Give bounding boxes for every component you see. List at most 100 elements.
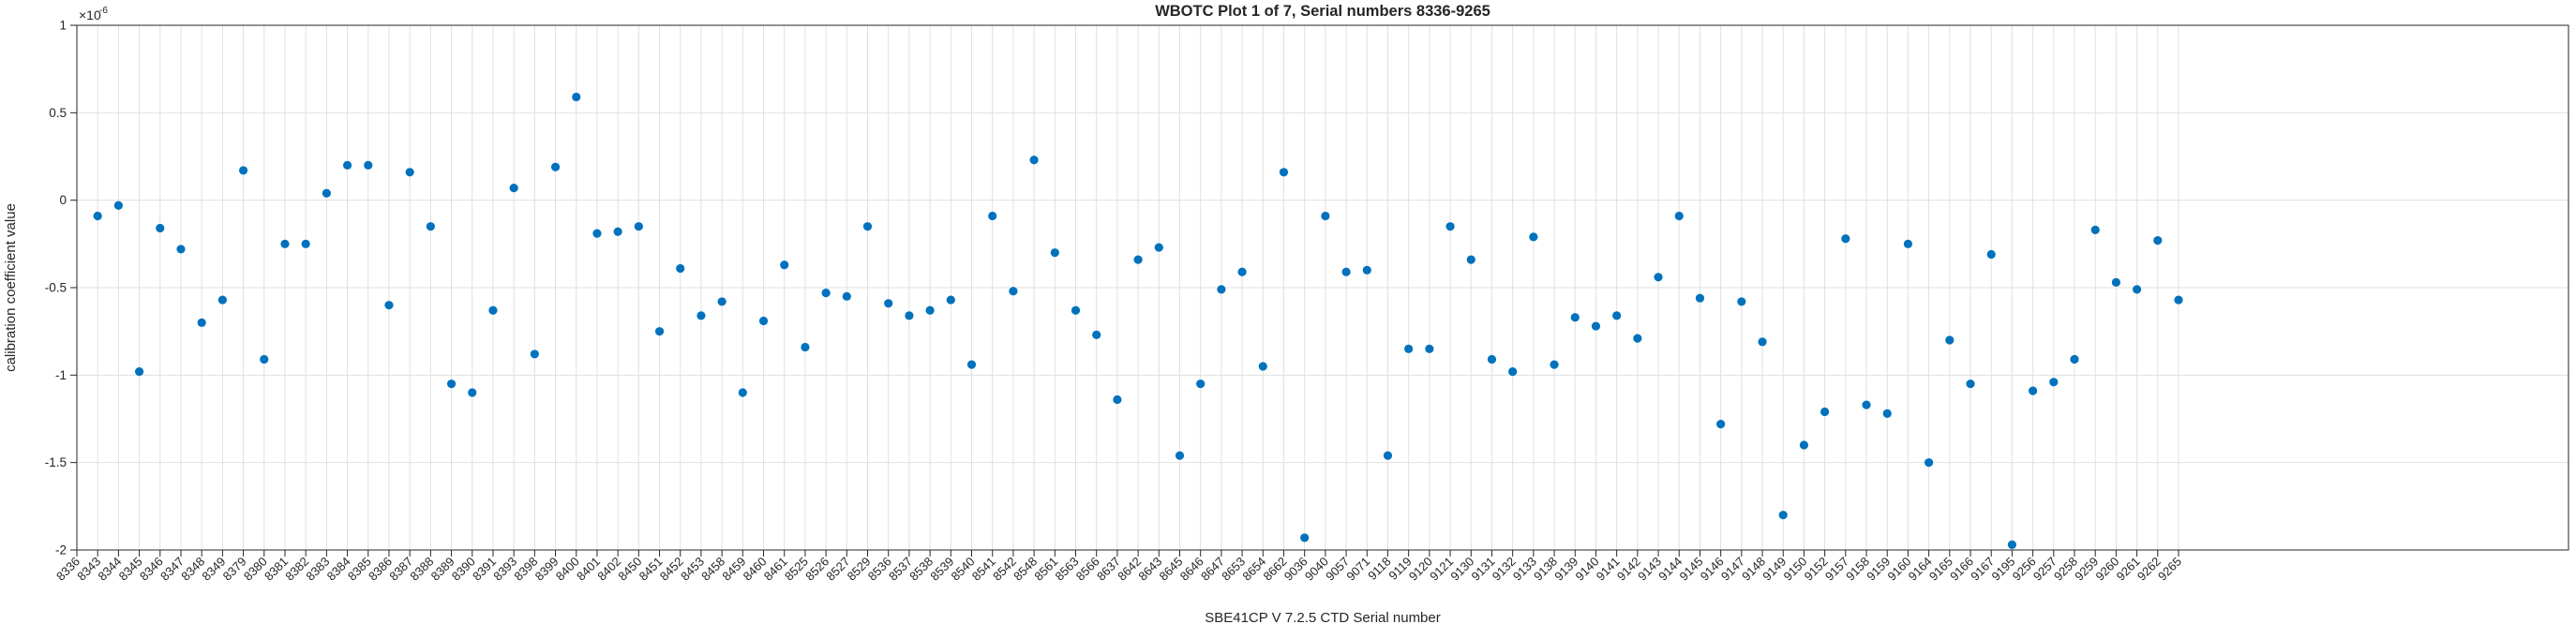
- y-tick-label: -1: [55, 368, 67, 382]
- data-point: [1654, 273, 1663, 282]
- data-point: [1321, 211, 1330, 221]
- data-point: [1425, 344, 1434, 353]
- data-point: [1986, 249, 1996, 260]
- data-point: [550, 162, 561, 171]
- data-point: [1945, 335, 1954, 345]
- tick-marks: [70, 24, 2179, 557]
- y-exponent-base: ×10: [79, 7, 101, 22]
- data-point: [1862, 400, 1871, 409]
- data-point: [238, 166, 248, 175]
- data-point: [1050, 248, 1059, 258]
- data-point: [884, 299, 893, 308]
- data-point: [1487, 354, 1497, 364]
- data-point: [1362, 265, 1371, 275]
- data-point: [1133, 255, 1143, 264]
- data-point: [1154, 243, 1163, 252]
- data-point: [1903, 239, 1913, 248]
- data-point: [1445, 222, 1455, 231]
- y-tick-label: -1.5: [45, 455, 67, 469]
- data-point: [801, 342, 810, 352]
- data-point: [1529, 232, 1538, 242]
- data-point: [925, 305, 935, 315]
- data-point: [426, 222, 435, 231]
- data-point: [1674, 211, 1684, 221]
- data-point: [717, 297, 726, 306]
- data-point: [1716, 420, 1726, 429]
- data-point: [1841, 234, 1850, 244]
- data-point: [488, 305, 498, 315]
- data-point: [1300, 533, 1310, 542]
- data-point: [676, 263, 685, 274]
- data-point: [364, 160, 373, 170]
- y-tick-label: 0.5: [49, 106, 67, 120]
- data-point: [738, 388, 747, 397]
- data-point: [260, 354, 269, 364]
- data-point: [1778, 511, 1788, 520]
- data-point: [530, 349, 539, 359]
- data-point: [156, 223, 165, 233]
- data-point: [405, 168, 414, 177]
- data-point: [613, 227, 622, 236]
- data-point: [2070, 354, 2079, 364]
- data-point: [134, 367, 144, 377]
- data-point: [1925, 458, 1934, 468]
- data-point: [1820, 407, 1830, 417]
- data-point: [1758, 337, 1767, 347]
- data-point: [1633, 334, 1642, 343]
- chart-title: WBOTC Plot 1 of 7, Serial numbers 8336-9…: [1155, 3, 1490, 20]
- data-point: [1404, 344, 1414, 353]
- data-point: [2007, 540, 2017, 550]
- data-point: [1341, 267, 1351, 276]
- y-axis-label: calibration coefficient value: [3, 203, 19, 372]
- gridlines: [76, 24, 2569, 551]
- data-point: [468, 388, 477, 397]
- data-point: [197, 318, 206, 327]
- data-point: [966, 360, 977, 369]
- data-point: [93, 211, 102, 221]
- data-point: [1737, 297, 1746, 306]
- data-point: [905, 311, 914, 320]
- data-point: [176, 245, 186, 254]
- data-point: [821, 289, 831, 298]
- data-point: [572, 92, 581, 102]
- y-tick-label: -2: [55, 543, 67, 557]
- data-point: [592, 229, 602, 238]
- data-point: [1570, 313, 1580, 322]
- data-point: [1612, 311, 1622, 320]
- data-point: [634, 222, 643, 231]
- data-point: [1591, 321, 1601, 331]
- data-point: [1508, 367, 1518, 377]
- y-exponent-power: -6: [99, 6, 108, 16]
- data-point: [1029, 156, 1039, 165]
- data-point: [2049, 378, 2059, 387]
- data-point: [862, 222, 873, 231]
- data-point: [758, 316, 769, 326]
- data-point: [1175, 451, 1185, 460]
- data-point: [509, 184, 518, 193]
- data-point: [322, 188, 331, 198]
- data-point: [1217, 285, 1226, 294]
- data-point: [842, 291, 851, 301]
- data-point: [1092, 330, 1101, 339]
- data-point: [217, 295, 227, 305]
- y-tick-label: 0: [59, 193, 67, 207]
- y-tick-labels: 1 0.5 0 -0.5 -1 -1.5 -2: [45, 19, 67, 557]
- data-point: [113, 201, 123, 210]
- data-point: [280, 239, 290, 248]
- data-point: [2090, 225, 2100, 234]
- data-point: [696, 311, 706, 320]
- data-point: [1550, 360, 1559, 369]
- data-point: [1009, 287, 1018, 296]
- data-point: [1196, 379, 1206, 389]
- data-points: [93, 92, 2183, 550]
- data-point: [1383, 451, 1393, 460]
- data-point: [1882, 409, 1892, 418]
- x-tick-label: 9265: [2155, 555, 2184, 584]
- data-point: [1113, 394, 1122, 405]
- data-point: [2174, 295, 2183, 305]
- data-point: [384, 301, 394, 310]
- data-point: [446, 379, 457, 389]
- data-point: [1695, 293, 1705, 303]
